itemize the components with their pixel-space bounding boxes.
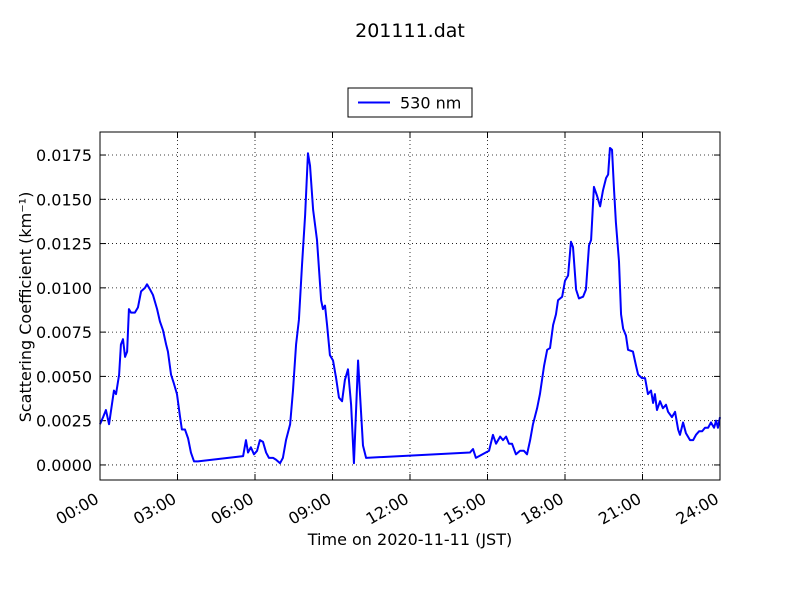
y-tick-label: 0.0025 [36, 412, 92, 431]
y-tick-label: 0.0075 [36, 323, 92, 342]
x-axis-label: Time on 2020-11-11 (JST) [307, 530, 512, 549]
y-tick-label: 0.0125 [36, 235, 92, 254]
y-tick-label: 0.0150 [36, 190, 92, 209]
y-tick-label: 0.0000 [36, 456, 92, 475]
chart-title: 201111.dat [355, 20, 465, 42]
y-axis-label: Scattering Coefficient (km⁻¹) [16, 192, 35, 423]
y-tick-label: 0.0175 [36, 146, 92, 165]
plot-frame [99, 131, 721, 481]
data-line [99, 146, 721, 465]
legend-label: 530 nm [400, 94, 461, 113]
y-tick-label: 0.0100 [36, 279, 92, 298]
y-tick-label: 0.0050 [36, 367, 92, 386]
